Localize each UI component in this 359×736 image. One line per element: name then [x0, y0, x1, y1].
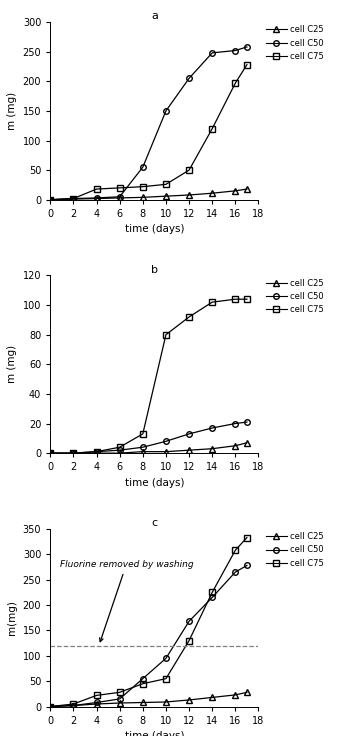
- Text: Fluorine removed by washing: Fluorine removed by washing: [60, 560, 193, 642]
- X-axis label: time (days): time (days): [125, 224, 184, 234]
- Title: b: b: [151, 265, 158, 275]
- Y-axis label: m (mg): m (mg): [7, 345, 17, 383]
- Legend: cell C25, cell C50, cell C75: cell C25, cell C50, cell C75: [263, 529, 327, 571]
- Legend: cell C25, cell C50, cell C75: cell C25, cell C50, cell C75: [263, 22, 327, 64]
- Y-axis label: m (mg): m (mg): [7, 92, 17, 130]
- Y-axis label: m(mg): m(mg): [7, 601, 17, 635]
- X-axis label: time (days): time (days): [125, 478, 184, 488]
- Legend: cell C25, cell C50, cell C75: cell C25, cell C50, cell C75: [263, 275, 327, 317]
- Title: a: a: [151, 11, 158, 21]
- X-axis label: time (days): time (days): [125, 731, 184, 736]
- Title: c: c: [151, 518, 158, 528]
